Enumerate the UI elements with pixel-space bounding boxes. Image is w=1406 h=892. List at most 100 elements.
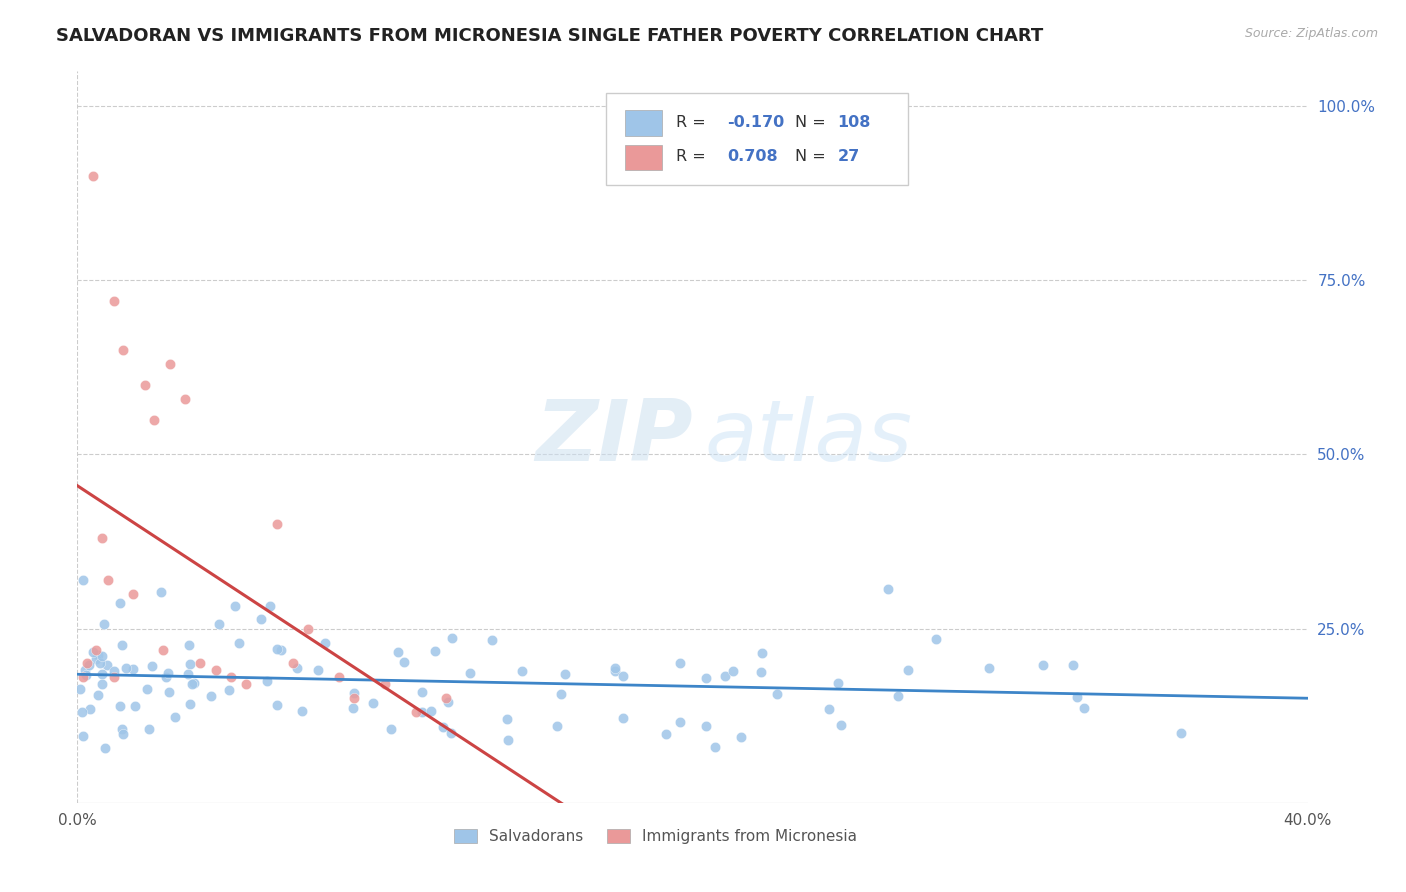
- Point: [114, 661, 136, 675]
- Point: [281, 657, 304, 671]
- Point: [342, 701, 364, 715]
- Point: [730, 730, 752, 744]
- Point: [70, 705, 93, 719]
- Text: Source: ZipAtlas.com: Source: ZipAtlas.com: [1244, 27, 1378, 40]
- Point: [79, 702, 101, 716]
- Point: [96, 657, 118, 672]
- Point: [436, 691, 458, 706]
- Point: [458, 666, 481, 681]
- Text: atlas: atlas: [704, 395, 912, 479]
- Point: [887, 690, 910, 704]
- Point: [440, 632, 463, 646]
- Point: [72, 670, 94, 684]
- Text: N =: N =: [794, 150, 831, 164]
- Text: ZIP: ZIP: [534, 395, 693, 479]
- Point: [668, 656, 690, 670]
- Point: [1062, 657, 1084, 672]
- Point: [766, 687, 789, 701]
- Bar: [624, 110, 662, 136]
- Point: [827, 676, 849, 690]
- Point: [208, 616, 231, 631]
- Point: [436, 695, 458, 709]
- Point: [73, 664, 96, 678]
- Text: N =: N =: [794, 115, 831, 130]
- Point: [343, 686, 366, 700]
- Point: [91, 667, 114, 681]
- Point: [603, 661, 626, 675]
- Point: [156, 666, 179, 681]
- Point: [1073, 701, 1095, 715]
- Point: [138, 723, 160, 737]
- Point: [75, 668, 97, 682]
- Point: [266, 641, 288, 656]
- Point: [721, 665, 744, 679]
- Point: [163, 710, 186, 724]
- Point: [498, 733, 520, 747]
- Point: [87, 688, 110, 702]
- Point: [188, 657, 212, 671]
- Point: [307, 663, 329, 677]
- Point: [219, 670, 242, 684]
- Point: [93, 617, 115, 632]
- Point: [90, 531, 114, 545]
- Point: [603, 664, 626, 678]
- Point: [420, 704, 443, 718]
- Point: [423, 644, 446, 658]
- Point: [72, 573, 94, 587]
- Point: [87, 648, 110, 662]
- Point: [550, 687, 572, 701]
- Point: [655, 726, 678, 740]
- Text: 108: 108: [838, 115, 870, 130]
- Point: [121, 587, 143, 601]
- Point: [612, 669, 634, 683]
- Point: [235, 677, 257, 691]
- Point: [93, 741, 115, 756]
- Point: [250, 612, 273, 626]
- Point: [380, 722, 402, 736]
- Point: [1032, 658, 1054, 673]
- Point: [84, 642, 107, 657]
- Point: [256, 674, 278, 689]
- Point: [152, 642, 174, 657]
- Point: [977, 661, 1000, 675]
- Point: [392, 655, 415, 669]
- Point: [481, 633, 503, 648]
- Point: [204, 664, 226, 678]
- Point: [103, 294, 125, 309]
- Point: [112, 727, 135, 741]
- Point: [224, 599, 246, 614]
- Point: [77, 658, 100, 673]
- Point: [111, 638, 134, 652]
- Point: [69, 681, 91, 696]
- Point: [695, 671, 717, 685]
- Point: [510, 665, 533, 679]
- Point: [496, 713, 519, 727]
- Point: [291, 704, 314, 718]
- Point: [1170, 725, 1192, 739]
- Point: [159, 357, 181, 371]
- Point: [695, 719, 717, 733]
- Point: [554, 667, 576, 681]
- Point: [713, 669, 735, 683]
- Point: [612, 711, 634, 725]
- Point: [830, 718, 852, 732]
- Point: [925, 632, 948, 646]
- Point: [439, 726, 461, 740]
- Point: [270, 643, 292, 657]
- Point: [387, 645, 409, 659]
- Text: R =: R =: [676, 150, 711, 164]
- Point: [179, 657, 201, 671]
- Point: [546, 719, 568, 733]
- Point: [84, 652, 107, 666]
- Point: [1066, 690, 1088, 705]
- Point: [749, 665, 772, 679]
- FancyBboxPatch shape: [606, 94, 908, 185]
- Point: [181, 677, 204, 691]
- Point: [103, 664, 125, 678]
- Point: [877, 582, 900, 596]
- Point: [343, 691, 366, 706]
- Point: [72, 729, 94, 743]
- Point: [200, 690, 222, 704]
- Point: [111, 723, 134, 737]
- Point: [155, 670, 177, 684]
